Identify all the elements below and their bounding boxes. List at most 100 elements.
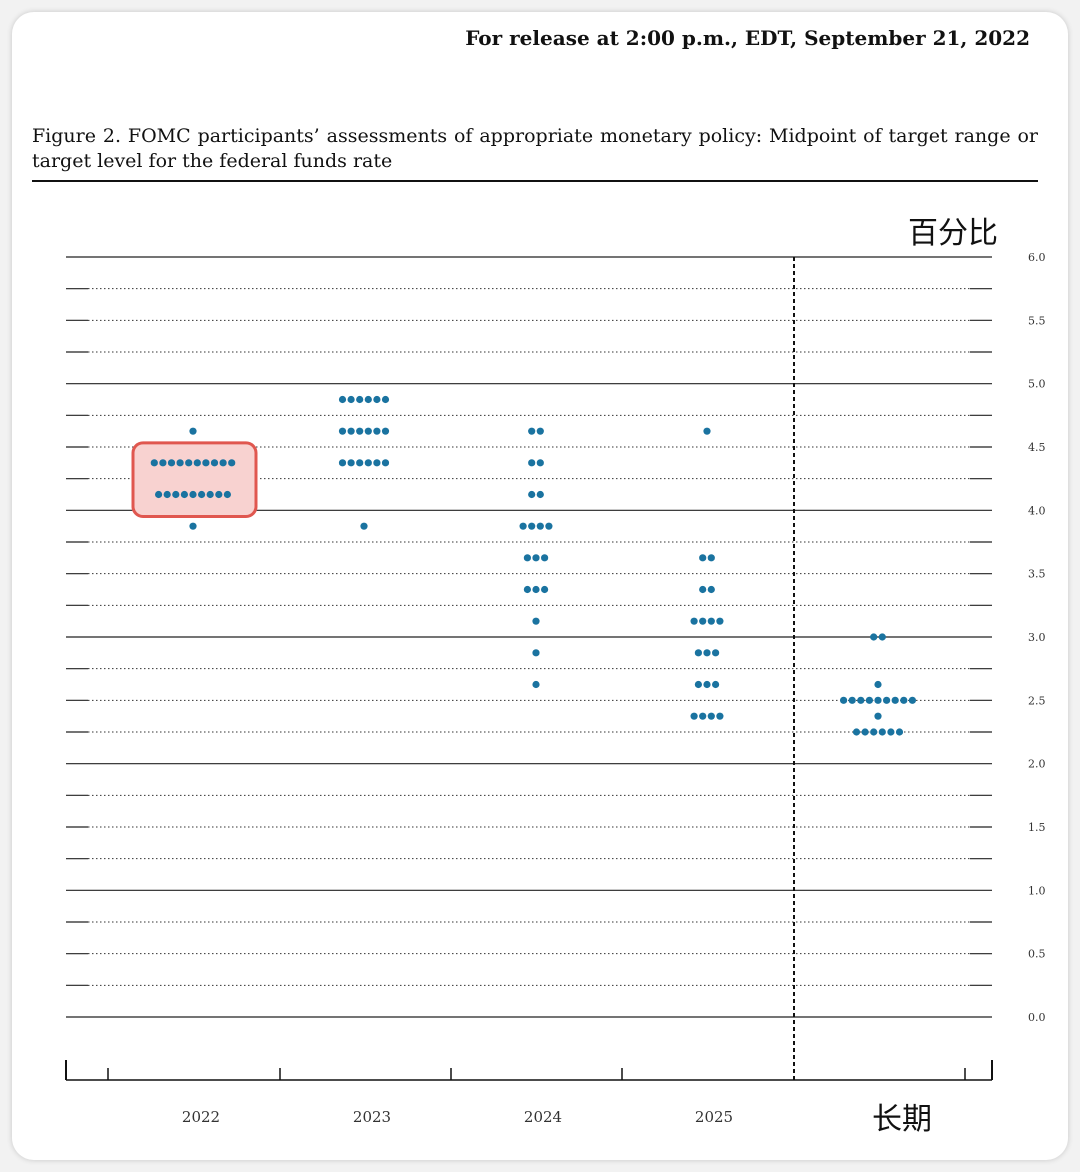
dot <box>189 522 197 530</box>
x-category-label: 2022 <box>182 1108 220 1126</box>
figure-caption: Figure 2. FOMC participants’ assessments… <box>32 125 1038 172</box>
x-category-label: 2025 <box>695 1108 733 1126</box>
caption-rule <box>32 180 1038 182</box>
dot <box>189 427 197 435</box>
dot <box>699 712 707 720</box>
dot <box>176 459 184 467</box>
dot <box>338 427 347 435</box>
dot <box>840 696 848 704</box>
dot <box>703 680 711 689</box>
y-tick-label: 4.5 <box>1028 441 1046 454</box>
dot <box>364 459 372 467</box>
dot <box>219 459 227 467</box>
dot <box>523 585 532 594</box>
dot <box>528 427 536 435</box>
dots-layer <box>150 395 917 736</box>
dot <box>865 696 874 704</box>
dot <box>707 554 715 562</box>
dot <box>338 395 347 404</box>
grid-lines <box>66 256 992 1018</box>
dot <box>690 712 698 720</box>
dot <box>198 490 206 499</box>
dot <box>519 522 527 530</box>
dot <box>150 459 158 467</box>
dot <box>536 522 544 530</box>
dot <box>878 728 886 736</box>
dot <box>694 680 703 689</box>
dot <box>528 459 536 467</box>
dot <box>189 490 197 499</box>
dot <box>356 459 364 467</box>
dot <box>528 490 536 499</box>
dot <box>699 617 707 625</box>
dot <box>210 459 219 467</box>
dot <box>703 427 711 435</box>
dot <box>883 696 891 704</box>
y-tick-label: 3.0 <box>1028 631 1046 644</box>
dot <box>381 395 390 404</box>
y-axis-unit-label: 百分比 <box>908 216 998 251</box>
dot <box>223 490 231 499</box>
dot <box>364 427 372 435</box>
dot <box>690 617 698 625</box>
dot <box>541 585 549 594</box>
dot <box>852 728 861 736</box>
dot <box>228 459 236 467</box>
highlight-layer <box>131 441 258 519</box>
x-category-label: 2023 <box>353 1108 391 1126</box>
dot <box>180 490 188 499</box>
dot <box>360 522 368 530</box>
dot <box>707 585 715 594</box>
y-tick-label: 0.0 <box>1028 1011 1046 1024</box>
dot <box>532 617 540 625</box>
dot <box>536 427 544 435</box>
dot <box>861 728 869 736</box>
dot <box>908 696 917 704</box>
dot <box>159 459 167 467</box>
y-tick-label: 6.0 <box>1028 251 1046 264</box>
dot <box>536 459 544 467</box>
x-axis: 2022 2023 2024 2025 <box>65 257 993 1126</box>
dot <box>536 490 544 499</box>
dot <box>874 712 882 720</box>
dot <box>532 585 540 594</box>
y-tick-labels: 0.0 0.5 1.0 1.5 2.0 2.5 3.0 3.5 4.0 4.5 5.0 5.5 6.0 <box>1028 251 1046 1024</box>
dot <box>338 459 347 467</box>
y-tick-label: 1.5 <box>1028 821 1046 834</box>
dot <box>373 395 381 404</box>
figure-card <box>12 12 1068 1160</box>
dot <box>857 696 865 704</box>
dot <box>891 696 899 704</box>
highlight-box <box>131 441 258 519</box>
dot <box>206 490 214 499</box>
dot <box>532 649 540 657</box>
release-note: For release at 2:00 p.m., EDT, September… <box>465 26 1030 50</box>
dot <box>703 649 711 657</box>
dot <box>887 728 895 736</box>
dot <box>716 712 724 720</box>
dot <box>870 728 878 736</box>
dot <box>155 490 163 499</box>
dot <box>215 490 223 499</box>
dot <box>878 633 886 641</box>
dot <box>172 490 180 499</box>
dot <box>356 427 364 435</box>
dot <box>163 490 171 499</box>
dot <box>707 617 715 625</box>
y-tick-label: 4.0 <box>1028 504 1046 517</box>
dot <box>185 459 193 467</box>
dot <box>523 554 532 562</box>
dot <box>707 712 715 720</box>
y-tick-label: 1.0 <box>1028 884 1046 897</box>
y-tick-label: 2.0 <box>1028 758 1046 771</box>
dot <box>167 459 176 467</box>
dot <box>532 680 540 689</box>
dot <box>874 696 882 704</box>
dot <box>712 680 720 689</box>
dot <box>373 427 381 435</box>
dot <box>900 696 908 704</box>
dot <box>381 427 390 435</box>
dot <box>545 522 553 530</box>
y-tick-label: 2.5 <box>1028 694 1046 707</box>
